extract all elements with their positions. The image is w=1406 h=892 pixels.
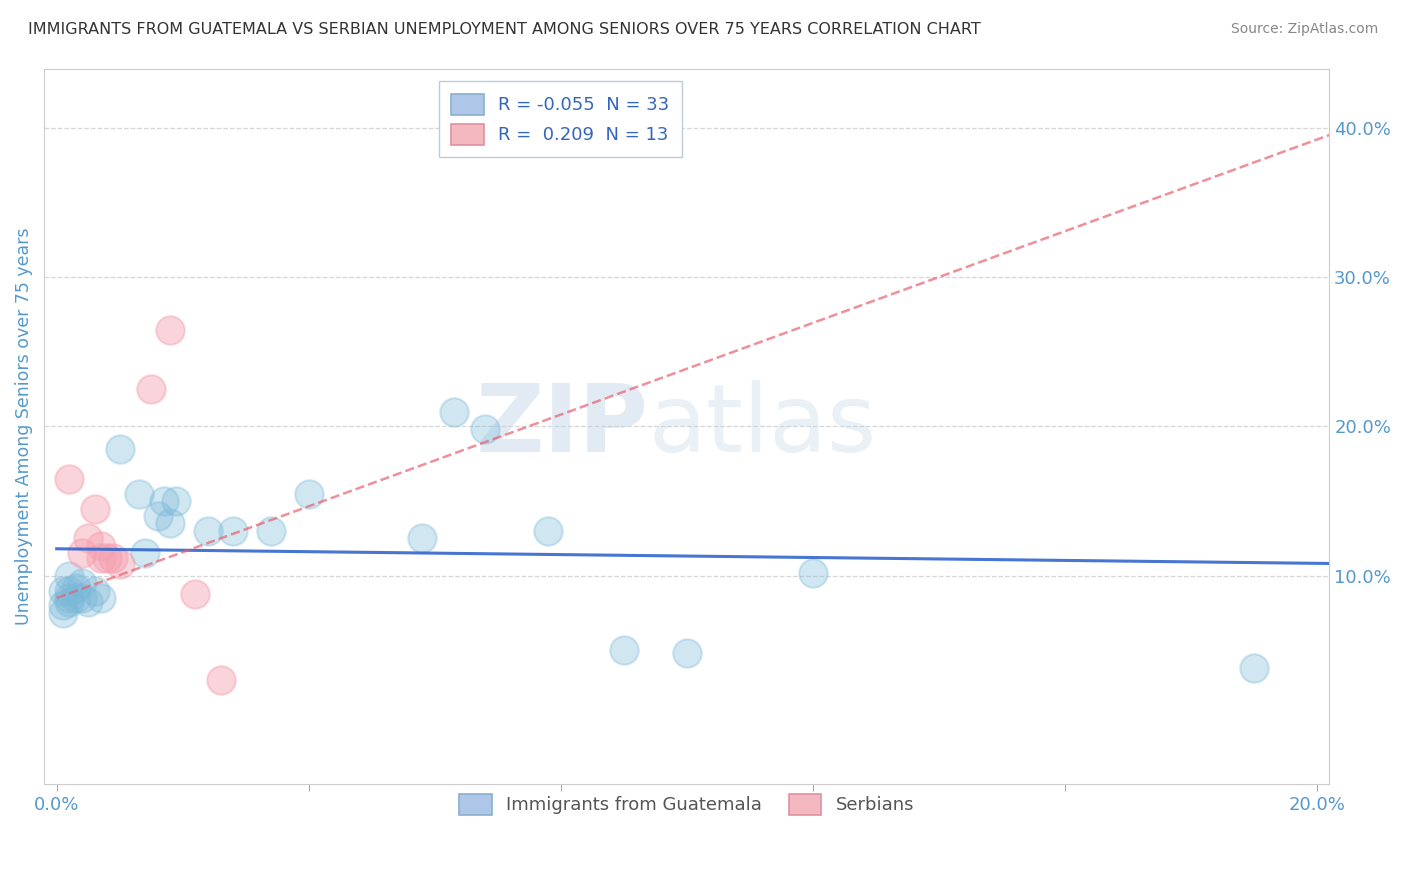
Point bbox=[103, 550, 125, 565]
Text: IMMIGRANTS FROM GUATEMALA VS SERBIAN UNEMPLOYMENT AMONG SENIORS OVER 75 YEARS CO: IMMIGRANTS FROM GUATEMALA VS SERBIAN UNE… bbox=[28, 22, 981, 37]
Point bbox=[83, 501, 105, 516]
Point bbox=[96, 550, 118, 565]
Y-axis label: Unemployment Among Seniors over 75 years: Unemployment Among Seniors over 75 years bbox=[15, 227, 32, 625]
Point bbox=[70, 576, 93, 591]
Point bbox=[65, 581, 87, 595]
Point bbox=[165, 494, 187, 508]
Text: ZIP: ZIP bbox=[475, 381, 648, 473]
Point bbox=[474, 422, 496, 436]
Point bbox=[58, 583, 80, 598]
Point bbox=[801, 566, 824, 580]
Point bbox=[108, 442, 131, 456]
Point bbox=[70, 546, 93, 560]
Point bbox=[52, 583, 75, 598]
Point bbox=[159, 516, 181, 531]
Point bbox=[77, 595, 100, 609]
Text: Source: ZipAtlas.com: Source: ZipAtlas.com bbox=[1230, 22, 1378, 37]
Point bbox=[153, 494, 176, 508]
Point bbox=[58, 568, 80, 582]
Point bbox=[108, 557, 131, 571]
Point bbox=[52, 606, 75, 620]
Point bbox=[83, 583, 105, 598]
Point bbox=[411, 532, 433, 546]
Point bbox=[184, 586, 207, 600]
Point bbox=[90, 539, 112, 553]
Point bbox=[128, 486, 150, 500]
Legend: Immigrants from Guatemala, Serbians: Immigrants from Guatemala, Serbians bbox=[449, 783, 925, 825]
Point bbox=[675, 646, 697, 660]
Point bbox=[197, 524, 219, 538]
Point bbox=[537, 524, 560, 538]
Point bbox=[141, 382, 163, 396]
Point bbox=[159, 322, 181, 336]
Point bbox=[260, 524, 283, 538]
Point bbox=[58, 591, 80, 605]
Point bbox=[298, 486, 321, 500]
Point bbox=[146, 508, 169, 523]
Point bbox=[209, 673, 232, 687]
Point bbox=[1243, 661, 1265, 675]
Point bbox=[58, 595, 80, 609]
Point bbox=[90, 550, 112, 565]
Point bbox=[90, 591, 112, 605]
Text: atlas: atlas bbox=[648, 381, 876, 473]
Point bbox=[52, 599, 75, 613]
Point bbox=[222, 524, 245, 538]
Point bbox=[443, 404, 465, 418]
Point bbox=[613, 643, 636, 657]
Point bbox=[65, 591, 87, 605]
Point bbox=[58, 472, 80, 486]
Point bbox=[70, 591, 93, 605]
Point bbox=[134, 546, 156, 560]
Point bbox=[77, 532, 100, 546]
